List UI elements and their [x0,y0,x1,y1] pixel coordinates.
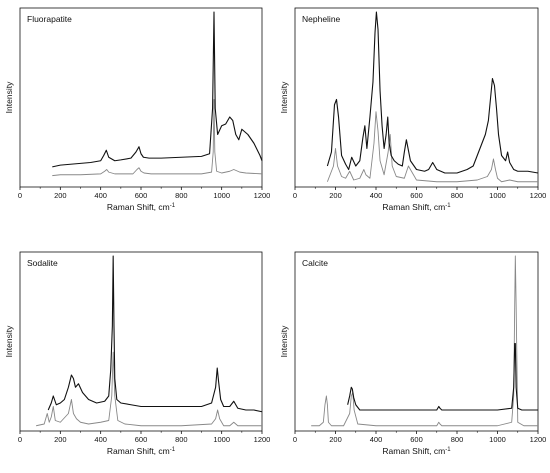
panel-title: Sodalite [27,258,58,268]
x-axis-label-main: Raman Shift, cm [107,202,170,212]
y-axis-label: Intensity [279,325,289,357]
x-tick-label: 200 [329,435,342,444]
x-tick-label: 0 [293,191,297,200]
x-axis-label-main: Raman Shift, cm [382,202,445,212]
x-tick-label: 1000 [213,191,230,200]
x-tick-label: 600 [410,191,423,200]
x-tick-label: 1200 [254,191,271,200]
spectrum-line-gray [52,99,263,177]
x-axis-label: Raman Shift, cm-1 [382,446,451,456]
plot-frame [294,251,539,432]
spectrum-line-gray [326,111,538,183]
x-tick-label: 800 [451,191,464,200]
x-axis-label: Raman Shift, cm-1 [382,202,451,212]
plot-frame [19,7,263,188]
x-axis-label-main: Raman Shift, cm [107,446,170,456]
x-tick-label: 0 [18,191,22,200]
y-axis-label: Intensity [4,81,14,113]
chart-panel-nepheline: 0 200 400 600 800 1000 1200 Raman Shift, cm-1 In… [279,7,547,212]
x-tick-label: 0 [18,435,22,444]
x-axis-label-main: Raman Shift, cm [382,446,445,456]
x-axis-label: Raman Shift, cm-1 [107,446,176,456]
plot-frame [294,7,539,188]
panel-title: Fluorapatite [27,14,72,24]
spectrum-line-gray [36,351,262,427]
x-tick-label: 600 [135,435,148,444]
y-axis-label: Intensity [279,81,289,113]
x-tick-label: 200 [54,435,67,444]
x-tick-label: 800 [175,435,188,444]
x-tick-label: 400 [94,191,107,200]
x-axis-label-unit-exponent: -1 [445,447,451,453]
x-tick-label: 1000 [489,191,506,200]
x-tick-label: 1200 [530,435,547,444]
y-axis-label: Intensity [4,325,14,357]
x-tick-label: 0 [293,435,297,444]
spectrum-line-black [47,255,263,413]
x-axis-label-unit-exponent: -1 [445,203,451,209]
x-tick-label: 1000 [213,435,230,444]
x-tick-label: 600 [135,191,148,200]
spectrum-line-black [52,11,263,168]
panel-title: Calcite [302,258,328,268]
x-tick-label: 800 [451,435,464,444]
x-tick-label: 1000 [489,435,506,444]
spectrum-line-black [347,342,538,411]
x-axis-label-unit-exponent: -1 [170,447,176,453]
x-tick-label: 200 [54,191,67,200]
x-tick-label: 800 [175,191,188,200]
x-tick-label: 400 [370,435,383,444]
x-tick-label: 1200 [530,191,547,200]
x-tick-label: 1200 [254,435,271,444]
chart-panel-calcite: 0 200 400 600 800 1000 1200 Raman Shift, cm-1 In… [279,251,547,456]
x-axis-label: Raman Shift, cm-1 [107,202,176,212]
chart-panel-sodalite: 0 200 400 600 800 1000 1200 Raman Shift, cm-1 In… [4,251,271,456]
spectrum-line-black [326,11,539,174]
chart-panel-fluorapatite: 0 200 400 600 800 1000 1200 Raman Shift, cm-1 In… [4,7,271,212]
x-tick-label: 400 [370,191,383,200]
x-tick-label: 600 [410,435,423,444]
x-tick-label: 200 [329,191,342,200]
x-tick-label: 400 [94,435,107,444]
panel-title: Nepheline [302,14,341,24]
x-axis-label-unit-exponent: -1 [170,203,176,209]
spectrum-line-gray [311,255,538,427]
